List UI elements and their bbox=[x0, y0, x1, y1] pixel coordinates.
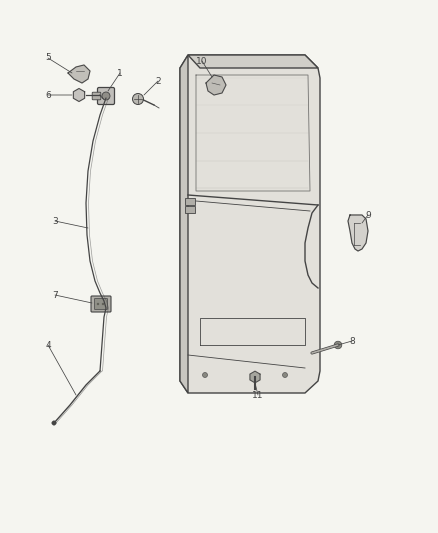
Circle shape bbox=[133, 93, 144, 104]
Text: 8: 8 bbox=[349, 336, 355, 345]
FancyBboxPatch shape bbox=[98, 87, 114, 104]
Text: 3: 3 bbox=[52, 216, 58, 225]
Circle shape bbox=[202, 373, 208, 377]
Text: 2: 2 bbox=[155, 77, 161, 85]
FancyBboxPatch shape bbox=[92, 92, 101, 100]
Circle shape bbox=[52, 421, 56, 425]
Circle shape bbox=[102, 92, 110, 100]
Polygon shape bbox=[348, 215, 368, 251]
FancyBboxPatch shape bbox=[91, 296, 111, 312]
FancyBboxPatch shape bbox=[95, 298, 107, 310]
Text: 7: 7 bbox=[52, 290, 58, 300]
Text: 9: 9 bbox=[365, 211, 371, 220]
Text: 6: 6 bbox=[45, 91, 51, 100]
Polygon shape bbox=[206, 75, 226, 95]
Polygon shape bbox=[74, 88, 85, 101]
Polygon shape bbox=[68, 65, 90, 83]
Circle shape bbox=[334, 341, 342, 349]
Polygon shape bbox=[250, 371, 260, 383]
Text: 11: 11 bbox=[252, 391, 264, 400]
Text: 4: 4 bbox=[45, 341, 51, 350]
Circle shape bbox=[97, 303, 99, 305]
Circle shape bbox=[102, 303, 104, 305]
Bar bbox=[185, 198, 195, 205]
Circle shape bbox=[283, 373, 287, 377]
Polygon shape bbox=[180, 55, 320, 393]
Text: 1: 1 bbox=[117, 69, 123, 77]
Text: 10: 10 bbox=[196, 56, 208, 66]
Polygon shape bbox=[188, 55, 318, 68]
Text: 5: 5 bbox=[45, 53, 51, 62]
Bar bbox=[185, 206, 195, 213]
Polygon shape bbox=[180, 55, 188, 393]
